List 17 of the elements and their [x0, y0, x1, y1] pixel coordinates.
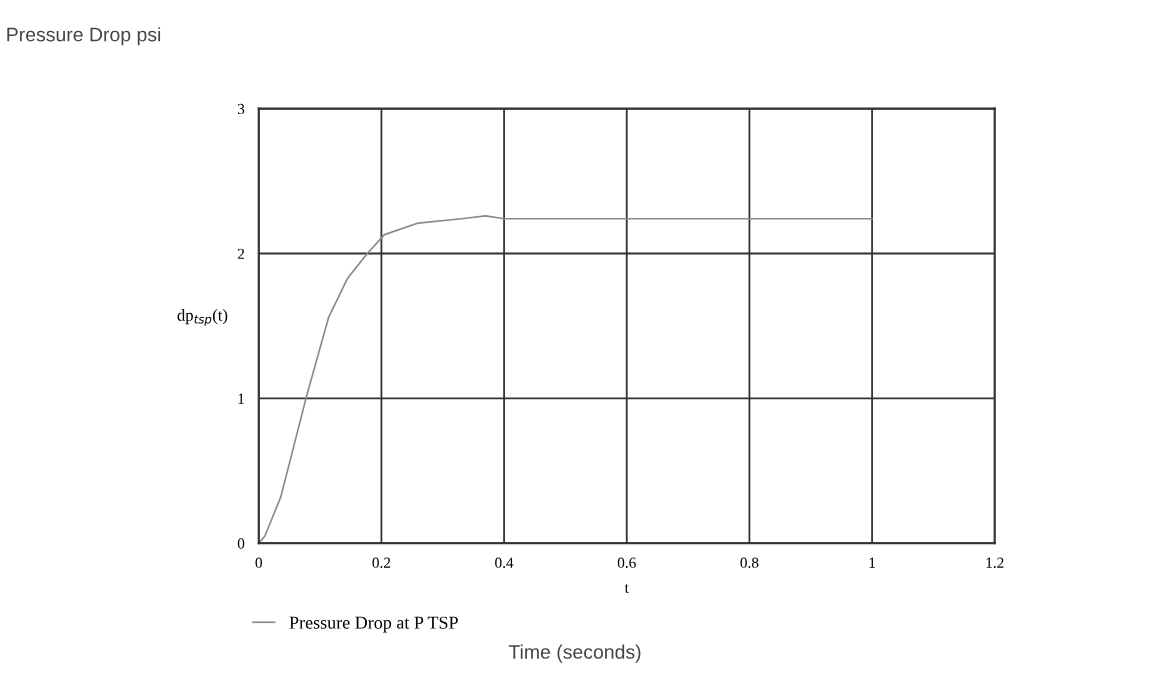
text: Time (seconds)	[508, 644, 641, 663]
x-tick-label: 0.6	[617, 557, 636, 568]
y-axis-title: dp$_{tsp}$(t)	[177, 309, 228, 326]
y-tick-label: 3	[237, 103, 245, 115]
line-series	[258, 214, 873, 544]
legend-label: Pressure Drop at P TSP	[289, 616, 458, 633]
x-tick-label: 0.8	[740, 557, 759, 568]
x-tick-label: 0.2	[372, 557, 391, 568]
x-tick-label: 1.2	[986, 557, 1004, 568]
x-tick-label: 1	[869, 557, 875, 568]
y-tick-label: 0	[237, 538, 245, 549]
x-tick-label: 0	[255, 557, 262, 568]
x-tick-label: 0.4	[495, 557, 514, 568]
y-tick-label: 1	[238, 393, 244, 404]
y-tick-label: 2	[237, 248, 245, 259]
text: Pressure Drop psi	[7, 27, 161, 46]
x-axis-title: t	[624, 584, 629, 593]
